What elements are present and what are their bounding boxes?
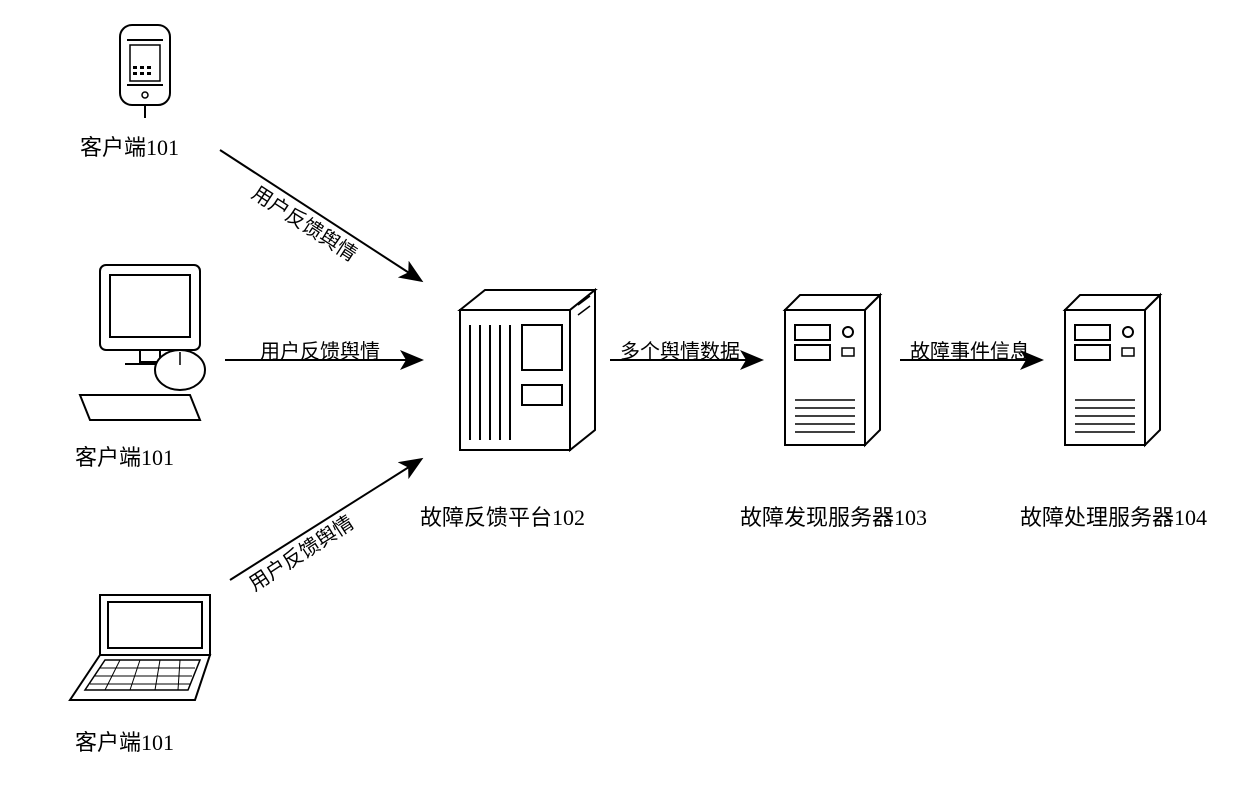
edge-label-pc: 用户反馈舆情 bbox=[260, 335, 380, 364]
edge-label-platform-discovery: 多个舆情数据 bbox=[620, 335, 740, 364]
client-pc-label: 客户端101 bbox=[75, 440, 174, 472]
platform-icon bbox=[430, 285, 600, 455]
edge-label-laptop: 用户反馈舆情 bbox=[242, 507, 358, 597]
client-phone-icon bbox=[110, 20, 180, 120]
discovery-server-label: 故障发现服务器103 bbox=[740, 500, 927, 532]
edge-label-discovery-processing: 故障事件信息 bbox=[910, 335, 1030, 364]
platform-label: 故障反馈平台102 bbox=[420, 500, 585, 532]
discovery-server-icon bbox=[770, 290, 890, 450]
diagram-canvas: 客户端101 客户端101 bbox=[0, 0, 1240, 797]
client-phone-label: 客户端101 bbox=[80, 130, 179, 162]
client-laptop-icon bbox=[60, 590, 230, 710]
edge-label-phone: 用户反馈舆情 bbox=[247, 177, 363, 267]
processing-server-icon bbox=[1050, 290, 1170, 450]
client-laptop-label: 客户端101 bbox=[75, 725, 174, 757]
processing-server-label: 故障处理服务器104 bbox=[1020, 500, 1207, 532]
client-pc-icon bbox=[70, 260, 220, 430]
